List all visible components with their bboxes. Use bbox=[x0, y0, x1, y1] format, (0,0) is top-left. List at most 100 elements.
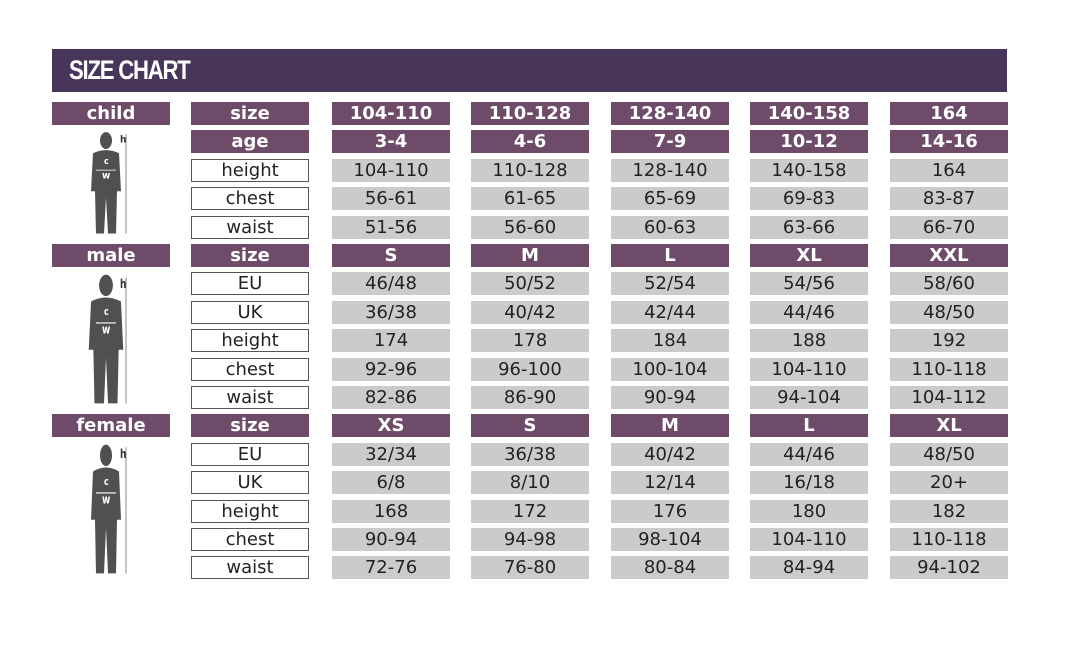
value-cell: 92-96 bbox=[332, 358, 450, 381]
size-header-cell: XXL bbox=[890, 244, 1008, 267]
value-cell: 80-84 bbox=[611, 556, 729, 579]
size-header-cell: 3-4 bbox=[332, 130, 450, 153]
value-cell: 66-70 bbox=[890, 216, 1008, 239]
value-cell: 40/42 bbox=[611, 443, 729, 466]
row-label-size: size bbox=[191, 102, 309, 125]
value-cell: 65-69 bbox=[611, 187, 729, 210]
category-label-male: male bbox=[52, 244, 170, 267]
value-cell: 90-94 bbox=[611, 386, 729, 409]
row-label-eu: EU bbox=[191, 443, 309, 466]
row-label-age: age bbox=[191, 130, 309, 153]
row-label-height: height bbox=[191, 159, 309, 182]
value-cell: 176 bbox=[611, 500, 729, 523]
title-bar: SIZE CHART bbox=[52, 49, 1007, 92]
size-header-cell: S bbox=[471, 414, 589, 437]
value-cell: 128-140 bbox=[611, 159, 729, 182]
chest-mark: c bbox=[104, 306, 109, 318]
size-header-cell: 4-6 bbox=[471, 130, 589, 153]
size-header-cell: 128-140 bbox=[611, 102, 729, 125]
value-cell: 86-90 bbox=[471, 386, 589, 409]
size-header-cell: L bbox=[611, 244, 729, 267]
size-header-cell: S bbox=[332, 244, 450, 267]
value-cell: 94-98 bbox=[471, 528, 589, 551]
value-cell: 110-128 bbox=[471, 159, 589, 182]
row-label-height: height bbox=[191, 329, 309, 352]
value-cell: 82-86 bbox=[332, 386, 450, 409]
value-cell: 110-118 bbox=[890, 358, 1008, 381]
size-header-cell: M bbox=[471, 244, 589, 267]
value-cell: 100-104 bbox=[611, 358, 729, 381]
value-cell: 46/48 bbox=[332, 272, 450, 295]
value-cell: 184 bbox=[611, 329, 729, 352]
value-cell: 12/14 bbox=[611, 471, 729, 494]
height-mark: h bbox=[120, 277, 126, 292]
value-cell: 6/8 bbox=[332, 471, 450, 494]
chest-mark: c bbox=[104, 476, 109, 488]
size-header-cell: 7-9 bbox=[611, 130, 729, 153]
value-cell: 44/46 bbox=[750, 301, 868, 324]
size-header-cell: 110-128 bbox=[471, 102, 589, 125]
female-silhouette-icon: h cw bbox=[91, 445, 127, 574]
value-cell: 180 bbox=[750, 500, 868, 523]
value-cell: 8/10 bbox=[471, 471, 589, 494]
child-silhouette-icon: h cw bbox=[91, 132, 127, 234]
value-cell: 104-112 bbox=[890, 386, 1008, 409]
value-cell: 69-83 bbox=[750, 187, 868, 210]
value-cell: 20+ bbox=[890, 471, 1008, 494]
value-cell: 16/18 bbox=[750, 471, 868, 494]
row-label-uk: UK bbox=[191, 301, 309, 324]
value-cell: 83-87 bbox=[890, 187, 1008, 210]
size-header-cell: L bbox=[750, 414, 868, 437]
value-cell: 96-100 bbox=[471, 358, 589, 381]
row-label-waist: waist bbox=[191, 386, 309, 409]
value-cell: 51-56 bbox=[332, 216, 450, 239]
size-header-cell: 164 bbox=[890, 102, 1008, 125]
value-cell: 48/50 bbox=[890, 443, 1008, 466]
value-cell: 58/60 bbox=[890, 272, 1008, 295]
row-label-waist: waist bbox=[191, 556, 309, 579]
value-cell: 72-76 bbox=[332, 556, 450, 579]
size-header-cell: XL bbox=[750, 244, 868, 267]
size-header-cell: XL bbox=[890, 414, 1008, 437]
value-cell: 54/56 bbox=[750, 272, 868, 295]
value-cell: 164 bbox=[890, 159, 1008, 182]
chest-mark: c bbox=[104, 156, 109, 166]
value-cell: 36/38 bbox=[471, 443, 589, 466]
waist-mark: w bbox=[102, 322, 110, 337]
size-header-cell: 104-110 bbox=[332, 102, 450, 125]
value-cell: 94-104 bbox=[750, 386, 868, 409]
value-cell: 182 bbox=[890, 500, 1008, 523]
value-cell: 60-63 bbox=[611, 216, 729, 239]
row-label-uk: UK bbox=[191, 471, 309, 494]
value-cell: 76-80 bbox=[471, 556, 589, 579]
value-cell: 50/52 bbox=[471, 272, 589, 295]
height-mark: h bbox=[120, 447, 126, 462]
value-cell: 32/34 bbox=[332, 443, 450, 466]
value-cell: 84-94 bbox=[750, 556, 868, 579]
size-header-cell: XS bbox=[332, 414, 450, 437]
value-cell: 48/50 bbox=[890, 301, 1008, 324]
value-cell: 140-158 bbox=[750, 159, 868, 182]
value-cell: 90-94 bbox=[332, 528, 450, 551]
row-label-height: height bbox=[191, 500, 309, 523]
size-header-cell: 14-16 bbox=[890, 130, 1008, 153]
value-cell: 98-104 bbox=[611, 528, 729, 551]
value-cell: 40/42 bbox=[471, 301, 589, 324]
value-cell: 104-110 bbox=[750, 528, 868, 551]
value-cell: 52/54 bbox=[611, 272, 729, 295]
row-label-chest: chest bbox=[191, 358, 309, 381]
value-cell: 44/46 bbox=[750, 443, 868, 466]
row-label-chest: chest bbox=[191, 528, 309, 551]
row-label-size: size bbox=[191, 244, 309, 267]
value-cell: 56-61 bbox=[332, 187, 450, 210]
value-cell: 172 bbox=[471, 500, 589, 523]
category-label-child: child bbox=[52, 102, 170, 125]
value-cell: 192 bbox=[890, 329, 1008, 352]
value-cell: 188 bbox=[750, 329, 868, 352]
page-title: SIZE CHART bbox=[69, 55, 191, 85]
value-cell: 36/38 bbox=[332, 301, 450, 324]
category-label-female: female bbox=[52, 414, 170, 437]
size-header-cell: M bbox=[611, 414, 729, 437]
row-label-chest: chest bbox=[191, 187, 309, 210]
value-cell: 104-110 bbox=[750, 358, 868, 381]
